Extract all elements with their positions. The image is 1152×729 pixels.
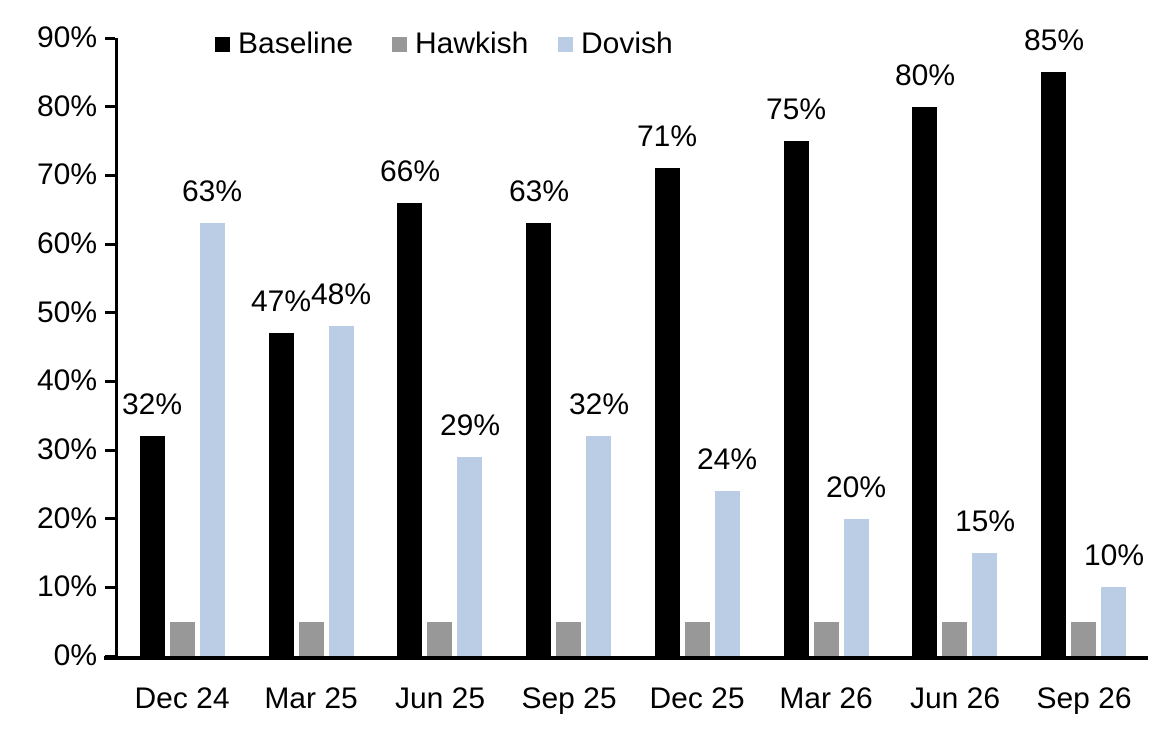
data-label-dovish-jun-25: 29% [439,409,501,442]
baseline-swatch-icon [215,36,230,52]
bar-dovish-sep-25 [586,436,611,656]
bar-hawkish-jun-25 [427,622,452,656]
x-axis-label: Dec 25 [649,682,745,715]
y-axis-label: 80% [36,90,97,123]
bar-baseline-sep-26 [1041,72,1066,656]
bar-hawkish-mar-26 [814,622,839,656]
bar-hawkish-sep-25 [556,622,581,656]
y-axis-label: 70% [36,158,97,191]
x-axis-label: Mar 25 [264,682,358,715]
bar-hawkish-sep-26 [1071,622,1096,656]
data-label-baseline-sep-25: 63% [508,175,570,208]
y-axis-line [115,38,118,656]
y-axis-label: 20% [36,502,97,535]
legend-item-dovish: Dovish [558,28,673,60]
legend-label-baseline: Baseline [238,27,354,60]
data-label-baseline-mar-26: 75% [765,93,827,126]
y-axis-label: 0% [53,639,97,672]
bar-hawkish-jun-26 [942,622,967,656]
y-axis-label: 10% [36,570,97,603]
x-axis-label: Mar 26 [779,682,873,715]
y-tick [105,517,115,520]
bar-hawkish-dec-25 [685,622,710,656]
bar-dovish-jun-25 [457,457,482,656]
dovish-swatch-icon [558,36,573,52]
y-tick [105,380,115,383]
data-label-baseline-sep-26: 85% [1023,24,1085,57]
bar-baseline-mar-26 [784,141,809,656]
legend-item-hawkish: Hawkish [392,28,528,60]
y-tick [105,37,115,40]
x-axis-label: Sep 26 [1036,682,1132,715]
data-label-baseline-jun-26: 80% [894,59,956,92]
data-label-baseline-jun-25: 66% [379,155,441,188]
y-tick [105,174,115,177]
y-tick [105,243,115,246]
bar-baseline-dec-24 [140,436,165,656]
data-label-dovish-sep-26: 10% [1083,539,1145,572]
bar-hawkish-dec-24 [170,622,195,656]
y-tick [105,655,115,658]
bar-baseline-sep-25 [526,223,551,656]
bar-dovish-sep-26 [1101,587,1126,656]
data-label-baseline-dec-24: 32% [121,388,183,421]
x-axis-label: Jun 26 [909,682,1001,715]
y-axis-label: 60% [36,227,97,260]
legend-label-dovish: Dovish [581,27,673,60]
bar-baseline-jun-26 [912,107,937,656]
data-label-dovish-mar-26: 20% [825,471,887,504]
y-tick [105,449,115,452]
data-label-baseline-mar-25: 47% [250,285,312,318]
y-tick [105,311,115,314]
x-axis-label: Dec 24 [134,682,230,715]
bar-dovish-jun-26 [972,553,997,656]
data-label-dovish-jun-26: 15% [954,505,1016,538]
data-label-baseline-dec-25: 71% [636,120,698,153]
bar-dovish-dec-25 [715,491,740,656]
data-label-dovish-dec-25: 24% [696,443,758,476]
legend-item-baseline: Baseline [215,28,353,60]
data-label-dovish-sep-25: 32% [568,388,630,421]
x-axis-line [104,656,1148,660]
bar-baseline-mar-25 [269,333,294,656]
data-label-dovish-mar-25: 48% [310,278,372,311]
bar-hawkish-mar-25 [299,622,324,656]
y-tick [105,586,115,589]
data-label-dovish-dec-24: 63% [181,175,243,208]
y-axis-label: 30% [36,433,97,466]
bar-dovish-dec-24 [200,223,225,656]
bar-dovish-mar-26 [844,519,869,656]
hawkish-swatch-icon [392,36,407,52]
y-axis-label: 50% [36,296,97,329]
bar-dovish-mar-25 [329,326,354,656]
y-axis-label: 90% [36,21,97,54]
y-axis-label: 40% [36,364,97,397]
x-axis-label: Jun 25 [394,682,486,715]
x-axis-label: Sep 25 [521,682,617,715]
y-tick [105,105,115,108]
bar-baseline-jun-25 [397,203,422,656]
legend-label-hawkish: Hawkish [415,27,529,60]
bar-baseline-dec-25 [655,168,680,656]
